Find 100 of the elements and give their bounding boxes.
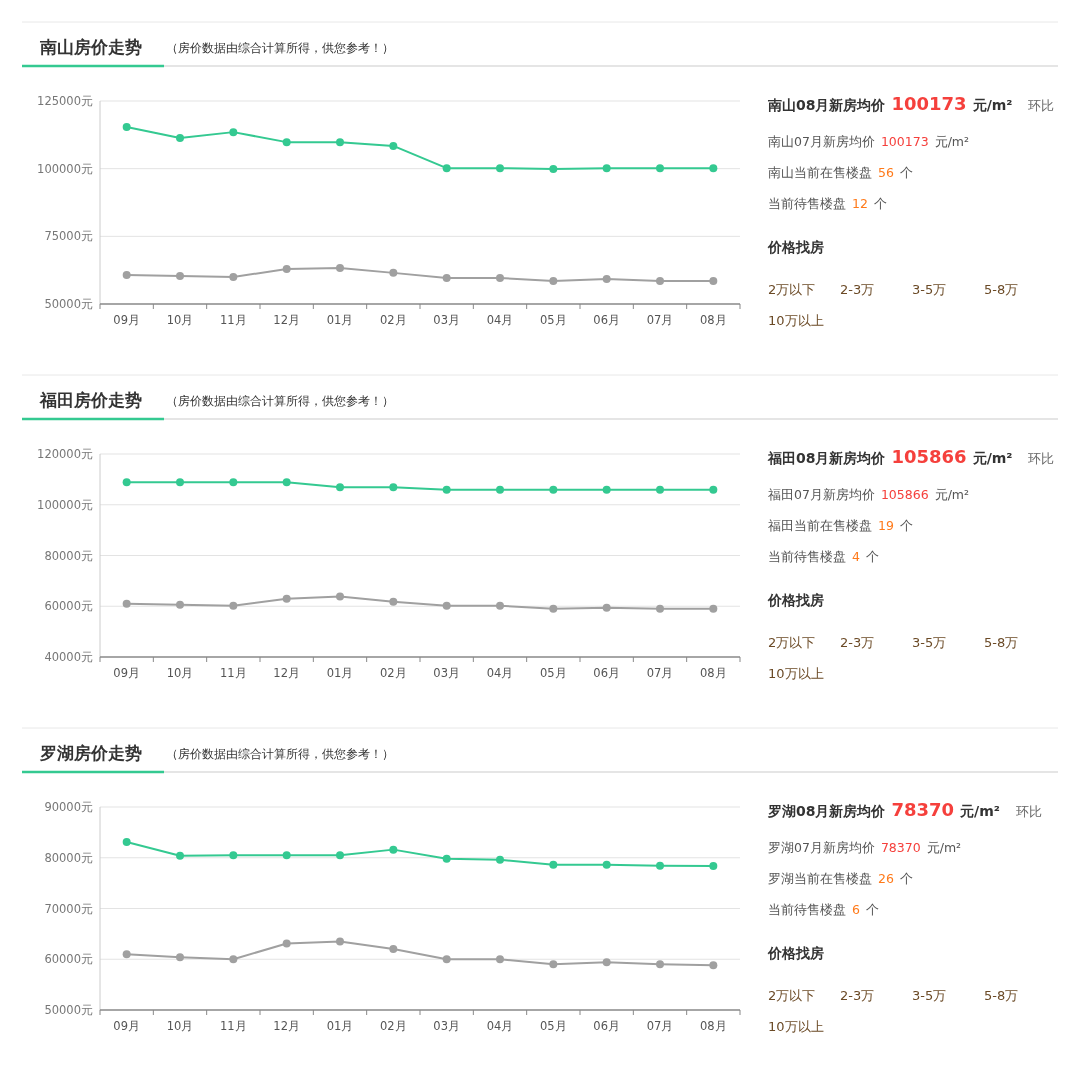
point bbox=[549, 164, 558, 173]
text: 个 bbox=[899, 165, 913, 180]
text: 2-3万 bbox=[840, 635, 875, 650]
text: 5-8万 bbox=[984, 635, 1019, 650]
chart-subtitle: （房价数据由综合计算所得，供您参考！） bbox=[166, 747, 394, 761]
y-tick-label: 120000元 bbox=[37, 447, 93, 461]
x-tick-label: 12月 bbox=[273, 313, 300, 327]
x-tick-label: 04月 bbox=[486, 1019, 514, 1033]
text: 2万以下 bbox=[768, 635, 816, 650]
point bbox=[442, 485, 451, 494]
x-tick-label: 06月 bbox=[593, 1019, 620, 1033]
point bbox=[389, 945, 398, 954]
point bbox=[496, 164, 504, 173]
text: 19 bbox=[878, 518, 894, 533]
point bbox=[709, 164, 718, 173]
text: 福田当前在售楼盘 bbox=[768, 518, 872, 533]
text: 5-8万 bbox=[984, 282, 1019, 297]
chart-title: 罗湖房价走势 bbox=[39, 743, 142, 763]
text: 福田07月新房均价 bbox=[768, 487, 875, 502]
point bbox=[122, 838, 131, 847]
point bbox=[656, 276, 664, 285]
text: 105866 bbox=[891, 446, 967, 467]
point bbox=[176, 953, 184, 962]
text: 2-3万 bbox=[840, 282, 875, 297]
y-tick-label: 80000元 bbox=[44, 548, 93, 563]
point bbox=[282, 265, 291, 274]
x-tick-label: 05月 bbox=[540, 1019, 567, 1033]
point bbox=[282, 939, 291, 948]
text: 26 bbox=[878, 871, 894, 886]
text: 罗湖当前在售楼盘 bbox=[768, 871, 872, 886]
y-tick-label: 100000元 bbox=[37, 161, 93, 176]
point bbox=[709, 862, 718, 871]
x-tick-label: 06月 bbox=[593, 313, 620, 327]
text: 罗湖08月新房均价 bbox=[767, 803, 887, 819]
text: 个 bbox=[899, 518, 913, 533]
text: 南山07月新房均价 bbox=[768, 134, 875, 149]
text: 环比 bbox=[1028, 98, 1055, 113]
text: 105866 bbox=[880, 487, 929, 502]
point bbox=[176, 478, 184, 487]
text: 当前待售楼盘 bbox=[768, 549, 846, 564]
point bbox=[229, 478, 238, 487]
x-tick-label: 06月 bbox=[593, 666, 620, 680]
text: 78370 bbox=[880, 840, 921, 855]
text: 价格找房 bbox=[767, 239, 824, 255]
text: 元/m² bbox=[934, 134, 970, 149]
x-tick-label: 08月 bbox=[700, 666, 727, 680]
text: 元/m² bbox=[971, 97, 1013, 113]
text: 2-3万 bbox=[840, 988, 875, 1003]
y-tick-label: 75000元 bbox=[44, 229, 93, 244]
point bbox=[282, 851, 291, 860]
point bbox=[229, 955, 238, 964]
point bbox=[336, 592, 344, 601]
point bbox=[442, 164, 451, 173]
point bbox=[122, 271, 131, 280]
point bbox=[709, 604, 718, 613]
point bbox=[549, 276, 558, 285]
point bbox=[602, 603, 611, 612]
text: 当前待售楼盘 bbox=[768, 196, 846, 211]
text: 南山当前在售楼盘 bbox=[768, 165, 872, 180]
x-tick-label: 04月 bbox=[486, 313, 514, 327]
y-tick-label: 125000元 bbox=[37, 94, 93, 108]
text: 个 bbox=[899, 871, 913, 886]
point bbox=[549, 604, 558, 613]
text: 2万以下 bbox=[768, 988, 816, 1003]
point bbox=[709, 961, 718, 970]
x-tick-label: 11月 bbox=[220, 666, 247, 680]
point bbox=[496, 601, 504, 610]
y-tick-label: 60000元 bbox=[44, 952, 93, 967]
x-tick-label: 01月 bbox=[326, 666, 354, 680]
point bbox=[602, 485, 611, 494]
x-tick-label: 11月 bbox=[220, 1019, 247, 1033]
y-tick-label: 100000元 bbox=[37, 497, 93, 512]
x-tick-label: 07月 bbox=[646, 666, 674, 680]
x-tick-label: 02月 bbox=[380, 313, 407, 327]
text: 个 bbox=[865, 549, 879, 564]
point bbox=[656, 960, 664, 969]
point bbox=[389, 268, 398, 277]
point bbox=[229, 272, 238, 281]
point bbox=[496, 955, 504, 964]
text: 个 bbox=[865, 902, 879, 917]
x-tick-label: 01月 bbox=[326, 1019, 354, 1033]
y-tick-label: 70000元 bbox=[44, 901, 93, 916]
point bbox=[176, 600, 184, 609]
point bbox=[229, 128, 238, 137]
text: 5-8万 bbox=[984, 988, 1019, 1003]
x-tick-label: 03月 bbox=[433, 313, 460, 327]
x-tick-label: 12月 bbox=[273, 666, 300, 680]
text: 78370 bbox=[891, 799, 955, 820]
text: 12 bbox=[852, 196, 868, 211]
chart-title: 南山房价走势 bbox=[39, 37, 142, 57]
x-tick-label: 10月 bbox=[166, 666, 194, 680]
point bbox=[656, 604, 664, 613]
text: 10万以上 bbox=[768, 666, 824, 681]
x-tick-label: 10月 bbox=[166, 1019, 194, 1033]
point bbox=[442, 274, 451, 283]
point bbox=[336, 851, 344, 860]
point bbox=[389, 483, 398, 492]
x-tick-label: 08月 bbox=[700, 313, 727, 327]
text: 环比 bbox=[1028, 451, 1055, 466]
text: 福田08月新房均价 bbox=[767, 450, 887, 466]
